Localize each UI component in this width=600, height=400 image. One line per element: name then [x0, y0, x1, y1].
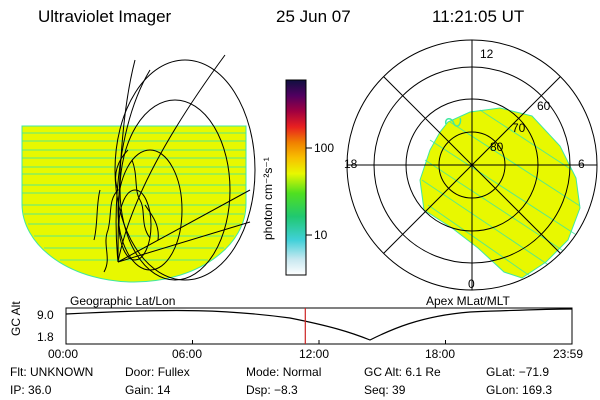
geo-image-fill — [21, 125, 247, 283]
lat-label-60: 60 — [537, 99, 551, 113]
altitude-curve — [65, 308, 573, 341]
status-mode: Mode: Normal — [246, 365, 322, 379]
colorbar — [285, 79, 312, 276]
timeline-xtick: 00:00 — [48, 347, 79, 361]
geo-coastline — [93, 189, 101, 241]
geo-meridian — [117, 189, 251, 263]
lat-label-80: 80 — [490, 140, 504, 154]
status-door: Door: Fullex — [125, 365, 190, 379]
geo-meridian — [117, 59, 136, 263]
mlt-label-12: 12 — [480, 47, 494, 61]
status-flight: Flt: UNKNOWN — [10, 365, 94, 379]
altitude-timeline — [65, 307, 573, 345]
polar-caption: Apex MLat/MLT — [426, 294, 510, 308]
status-dsp: Dsp: −8.3 — [246, 383, 298, 397]
timeline-xtick: 12:00 — [299, 347, 330, 361]
geo-grid-ellipse — [117, 149, 183, 271]
polar-stripes — [421, 109, 581, 277]
timeline-ylabel: GC Alt — [9, 301, 23, 336]
timeline-xtick: 23:59 — [553, 347, 584, 361]
timeline-xtick: 06:00 — [172, 347, 203, 361]
geo-grid-ellipse — [114, 59, 256, 281]
geo-grid-ellipse — [118, 189, 152, 261]
colorbar-label: photon cm⁻²s⁻¹ — [261, 157, 275, 240]
geo-meridian — [117, 221, 251, 263]
status-ip: IP: 36.0 — [10, 383, 52, 397]
geo-coastline — [103, 149, 159, 273]
timeline-ytick-top: 9.0 — [37, 308, 54, 322]
observation-time: 11:21:05 UT — [432, 7, 525, 26]
status-gc-alt: GC Alt: 6.1 Re — [364, 365, 441, 379]
geo-meridian — [117, 54, 226, 263]
polar-map-panel — [346, 39, 598, 291]
timeline-xtick: 18:00 — [425, 347, 456, 361]
timeline-ytick-bottom: 1.8 — [37, 330, 54, 344]
polar-aurora-patch — [444, 117, 462, 127]
status-glat: GLat: −71.9 — [486, 365, 550, 379]
geo-stripes — [22, 132, 246, 261]
mlt-label-0: 0 — [468, 277, 475, 291]
geo-caption: Geographic Lat/Lon — [70, 294, 176, 308]
status-gain: Gain: 14 — [125, 383, 171, 397]
mlt-label-6: 6 — [578, 157, 585, 171]
status-glon: GLon: 169.3 — [486, 383, 553, 397]
observation-date: 25 Jun 07 — [276, 7, 351, 26]
status-seq: Seq: 39 — [364, 383, 406, 397]
geo-map-panel — [21, 54, 256, 283]
instrument-title: Ultraviolet Imager — [38, 7, 172, 26]
colorbar-tick-100: 100 — [314, 141, 335, 155]
mlt-label-18: 18 — [344, 157, 358, 171]
colorbar-tick-10: 10 — [314, 228, 328, 242]
lat-label-70: 70 — [512, 121, 526, 135]
